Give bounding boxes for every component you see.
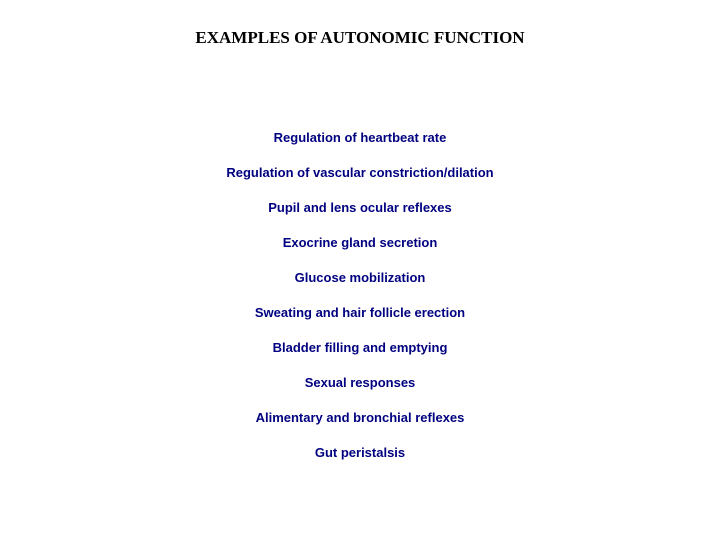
list-item: Alimentary and bronchial reflexes <box>256 410 465 425</box>
list-item: Regulation of heartbeat rate <box>274 130 447 145</box>
list-item: Regulation of vascular constriction/dila… <box>226 165 493 180</box>
page-title: EXAMPLES OF AUTONOMIC FUNCTION <box>0 28 720 48</box>
function-list: Regulation of heartbeat rate Regulation … <box>0 130 720 460</box>
list-item: Glucose mobilization <box>295 270 426 285</box>
list-item: Gut peristalsis <box>315 445 405 460</box>
list-item: Sweating and hair follicle erection <box>255 305 465 320</box>
list-item: Bladder filling and emptying <box>273 340 448 355</box>
list-item: Pupil and lens ocular reflexes <box>268 200 452 215</box>
list-item: Sexual responses <box>305 375 416 390</box>
list-item: Exocrine gland secretion <box>283 235 438 250</box>
